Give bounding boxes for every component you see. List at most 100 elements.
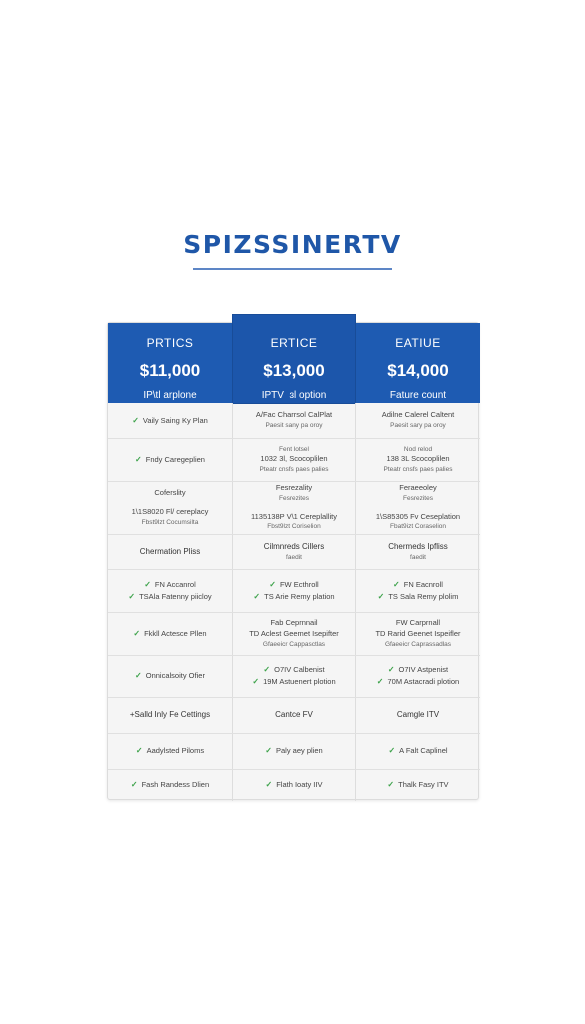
feature-cell: ✓ A Falt Caplinel: [356, 733, 480, 769]
feature-cell: +Salld Inly Fe Cettings: [108, 697, 232, 733]
feature-cell: ✓ Aadylsted Piloms: [108, 733, 232, 769]
feature-cell: A/Fac Charrsol CalPlat Paesit sany pa oro…: [233, 403, 355, 438]
feature-text: Fkkll Actesce Pllen: [144, 628, 207, 638]
plan-header-2[interactable]: ERTICE $13,000 IPTV ɜl option: [233, 315, 355, 403]
row-divider: [108, 769, 480, 770]
feature-cell: Camgle ITV: [356, 697, 480, 733]
checkmark-icon: ✓: [128, 591, 136, 601]
column-divider: [232, 403, 233, 801]
feature-text: Chermeds Ipfliss: [388, 541, 448, 551]
feature-line: FW Carprnall: [396, 618, 440, 629]
feature-cell: Nod relod 138 3L Scocoplilen Pteatr cnsfs …: [356, 438, 480, 481]
checkmark-icon: ✓: [135, 671, 142, 681]
feature-line: A/Fac Charrsol CalPlat: [256, 410, 332, 421]
plan-price: $14,000: [387, 361, 449, 380]
feature-cell: Adilne Calerel Caltent Paesit sary pa oro…: [356, 403, 480, 438]
feature-line: Fesrezites: [279, 494, 309, 503]
row-divider: [108, 612, 480, 613]
feature-line: ✓ O7IV Calbenist: [263, 664, 324, 676]
feature-line: Fbst9lzt Cocumsilta: [142, 518, 199, 527]
feature-text: +Salld Inly Fe Cettings: [129, 710, 211, 720]
row-divider: [108, 438, 480, 439]
row-divider: [108, 655, 480, 656]
feature-line: 1135138P V\1 Cereplallity: [251, 512, 337, 523]
plan-header-3[interactable]: EATIUE $14,000 Fature count: [356, 323, 480, 403]
feature-line: ✓ Aadylsted Piloms: [136, 745, 204, 757]
feature-line: TD Rarid Geenet Ispeifler: [375, 629, 460, 640]
feature-line: Fbst9lzt Coriselion: [267, 522, 320, 531]
checkmark-icon: ✓: [387, 780, 395, 790]
feature-line: Fent lotsel: [279, 445, 309, 454]
feature-text: Flath Ioaty IIV: [276, 780, 323, 790]
plan-name: ERTICE: [270, 336, 318, 350]
feature-cell: Fesrezality Fesrezites 1135138P V\1 Cerepl…: [233, 481, 355, 534]
feature-line: ✓ Fndy Caregeplien: [135, 454, 205, 466]
checkmark-icon: ✓: [135, 454, 142, 464]
row-divider: [108, 534, 480, 535]
plan-subtitle: Fature count: [389, 390, 447, 401]
feature-line: Fesrezality: [276, 483, 312, 494]
feature-line: ✓ TS Arie Remy plation: [253, 591, 334, 603]
plan-price: $13,000: [263, 361, 325, 380]
checkmark-icon: ✓: [269, 579, 276, 589]
feature-text: TD Rarid Geenet Ispeifler: [375, 628, 461, 638]
feature-text: Fash Randess Dlien: [141, 780, 210, 790]
feature-text: FW Ecthroll: [279, 579, 319, 589]
row-divider: [108, 697, 480, 698]
feature-cell: ✓ O7IV Calbenist ✓ 19M Astuenert plotion: [233, 655, 355, 697]
feature-line: ✓ Flath Ioaty IIV: [266, 779, 323, 791]
feature-cell: ✓ Onnicalsoity Ofier: [108, 655, 232, 697]
feature-text: Fbst9lzt Cocumsilta: [141, 518, 199, 526]
feature-text: Fab Ceprnnail: [270, 617, 318, 627]
feature-line: ✓ 70M Astacradi plotion: [377, 676, 459, 688]
plan-name: EATIUE: [395, 336, 441, 350]
feature-line: +Salld Inly Fe Cettings: [130, 709, 210, 721]
feature-text: Vaily Saing Ky Plan: [142, 415, 208, 425]
feature-text: Gfaeeicr Caprassadlas: [384, 640, 452, 648]
feature-cell: ✓ Fkkll Actesce Pllen: [108, 612, 232, 655]
checkmark-icon: ✓: [388, 746, 396, 756]
feature-text: Fesrezites: [403, 495, 433, 503]
feature-text: O7IV Astpenist: [398, 665, 449, 675]
feature-line: 1032 3l, Scocoplilen: [260, 454, 327, 465]
feature-text: Nod relod: [403, 445, 433, 453]
plan-subtitle: IP\tl arplone: [143, 390, 197, 401]
feature-cell: ✓ FN Accanrol ✓ TSAla Fatenny piicloy: [108, 569, 232, 612]
checkmark-icon: ✓: [265, 746, 272, 756]
checkmark-icon: ✓: [265, 780, 273, 790]
feature-cell: ✓ FN Eacnroll ✓ TS Sala Remy plolim: [356, 569, 480, 612]
feature-text: 1032 3l, Scocoplilen: [260, 454, 328, 464]
feature-text: 138 3L Scocoplilen: [386, 454, 450, 464]
feature-text: Cantce FV: [275, 710, 313, 720]
row-divider: [108, 481, 480, 482]
checkmark-icon: ✓: [253, 591, 261, 601]
feature-text: Feraeeoley: [399, 483, 437, 493]
feature-text: faedit: [286, 553, 302, 561]
feature-line: 138 3L Scocoplilen: [386, 454, 449, 465]
feature-text: Adilne Calerel Caltent: [381, 410, 455, 420]
feature-text: Paesit sary pa oroy: [390, 422, 446, 430]
feature-line: ✓ A Falt Caplinel: [388, 745, 447, 757]
feature-cell: ✓ FW Ecthroll ✓ TS Arie Remy plation: [233, 569, 355, 612]
checkmark-icon: ✓: [144, 579, 151, 589]
feature-line: ✓ Paly aey plien: [265, 745, 322, 757]
pricing-table: PRTICS $11,000 IP\tl arplone ERTICE $13,…: [107, 315, 480, 801]
feature-cell: Feraeeoley Fesrezites 1\S85305 Fv Ceseplat…: [356, 481, 480, 534]
feature-line: ✓ Fash Randess Dlien: [131, 779, 209, 791]
feature-text: TD Aclest Geemet Isepifter: [249, 628, 339, 638]
feature-text: TS Sala Remy plolim: [388, 591, 459, 601]
plan-header-1[interactable]: PRTICS $11,000 IP\tl arplone: [108, 323, 232, 403]
feature-text: FN Eacnroll: [403, 579, 443, 589]
feature-cell: Chermation Pliss: [108, 534, 232, 569]
feature-text: 1\S85305 Fv Ceseplation: [375, 511, 461, 521]
row-divider: [108, 569, 480, 570]
feature-line: ✓ Thalk Fasy ITV: [387, 779, 448, 791]
feature-text: A Falt Caplinel: [399, 746, 448, 756]
feature-text: TSAla Fatenny piicloy: [139, 591, 212, 601]
checkmark-icon: ✓: [393, 579, 400, 589]
plan-subtitle: IPTV ɜl option: [261, 390, 327, 401]
feature-cell: Cilmnreds Cillers faedit: [233, 534, 355, 569]
feature-line: ✓ O7IV Astpenist: [388, 664, 448, 676]
feature-line: Pteatr cnsfs paes palies: [383, 465, 452, 474]
feature-line: Paesit sany pa oroy: [265, 421, 322, 430]
